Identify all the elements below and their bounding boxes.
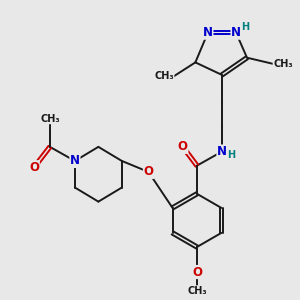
Text: N: N (231, 26, 241, 39)
Text: CH₃: CH₃ (40, 114, 60, 124)
Text: CH₃: CH₃ (273, 59, 293, 69)
Text: O: O (178, 140, 188, 153)
Text: O: O (143, 165, 153, 178)
Text: N: N (217, 145, 227, 158)
Text: N: N (70, 154, 80, 167)
Text: N: N (203, 26, 213, 39)
Text: CH₃: CH₃ (187, 286, 207, 296)
Text: H: H (241, 22, 249, 32)
Text: O: O (192, 266, 202, 278)
Text: O: O (29, 161, 39, 174)
Text: H: H (227, 150, 236, 160)
Text: CH₃: CH₃ (154, 71, 174, 82)
